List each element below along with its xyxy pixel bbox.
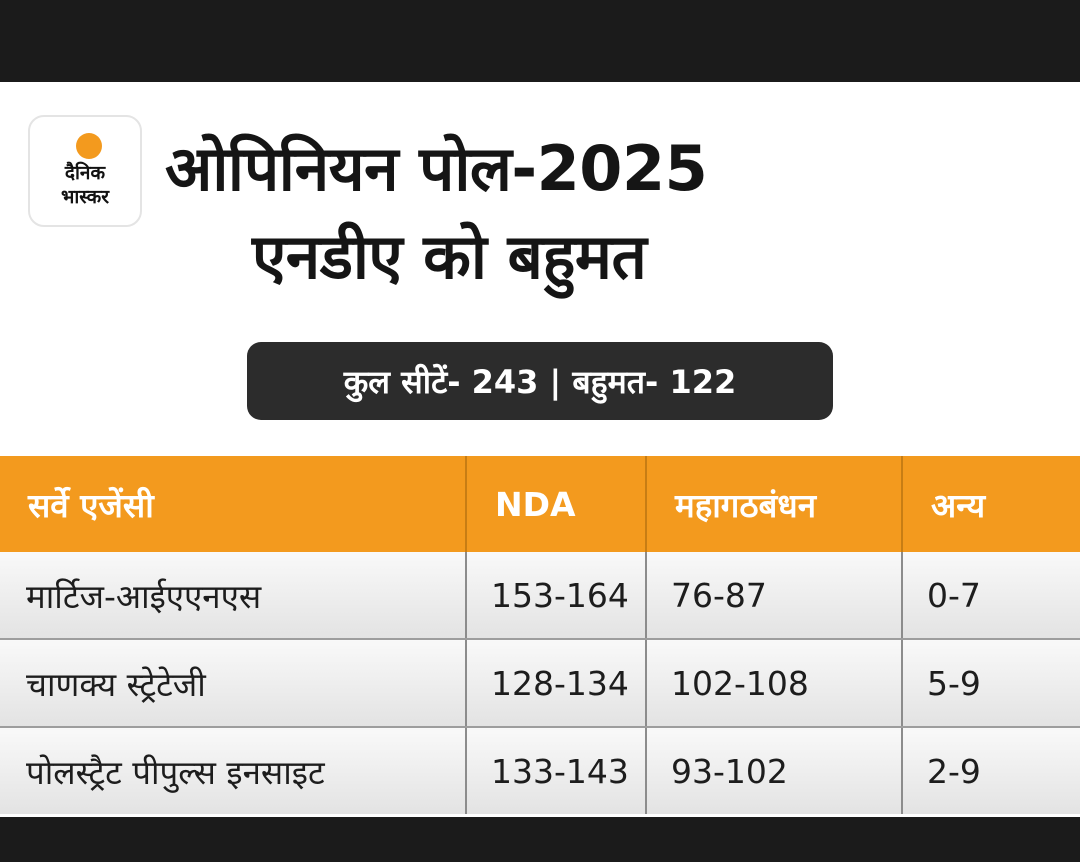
table-row: मार्टिज-आईएएनएस 153-164 76-87 0-7 bbox=[0, 552, 1080, 640]
table-row: चाणक्य स्ट्रेटेजी 128-134 102-108 5-9 bbox=[0, 639, 1080, 728]
agency-cell: पोलस्ट्रैट पीपुल्स इनसाइट bbox=[0, 727, 467, 814]
mahagathbandhan-cell: 76-87 bbox=[646, 552, 903, 640]
table-row: पोलस्ट्रैट पीपुल्स इनसाइट 133-143 93-102… bbox=[0, 727, 1080, 814]
infographic-card: दैनिक भास्कर ओपिनियन पोल-2025 एनडीए को ब… bbox=[0, 82, 1080, 817]
table-header-row: सर्वे एजेंसी NDA महागठबंधन अन्य bbox=[0, 456, 1080, 552]
dainik-bhaskar-logo: दैनिक भास्कर bbox=[28, 115, 142, 227]
others-cell: 2-9 bbox=[902, 727, 1080, 814]
mahagathbandhan-cell: 93-102 bbox=[646, 727, 903, 814]
others-cell: 0-7 bbox=[902, 552, 1080, 640]
agency-cell: चाणक्य स्ट्रेटेजी bbox=[0, 639, 467, 728]
nda-cell: 133-143 bbox=[466, 727, 647, 814]
sun-icon bbox=[76, 133, 102, 159]
nda-cell: 153-164 bbox=[466, 552, 647, 640]
nda-cell: 128-134 bbox=[466, 639, 647, 728]
mahagathbandhan-cell: 102-108 bbox=[646, 639, 903, 728]
header-agency: सर्वे एजेंसी bbox=[0, 456, 467, 552]
seat-summary-badge: कुल सीटें- 243 | बहुमत- 122 bbox=[247, 342, 833, 420]
page-title: ओपिनियन पोल-2025 bbox=[165, 132, 708, 205]
header-mahagathbandhan: महागठबंधन bbox=[646, 456, 903, 552]
header-nda: NDA bbox=[466, 456, 647, 552]
header-others: अन्य bbox=[902, 456, 1080, 552]
others-cell: 5-9 bbox=[902, 639, 1080, 728]
logo-text: दैनिक भास्कर bbox=[60, 162, 110, 208]
poll-table: सर्वे एजेंसी NDA महागठबंधन अन्य मार्टिज-… bbox=[0, 456, 1080, 814]
page-subtitle: एनडीए को बहुमत bbox=[252, 220, 647, 293]
agency-cell: मार्टिज-आईएएनएस bbox=[0, 552, 467, 640]
